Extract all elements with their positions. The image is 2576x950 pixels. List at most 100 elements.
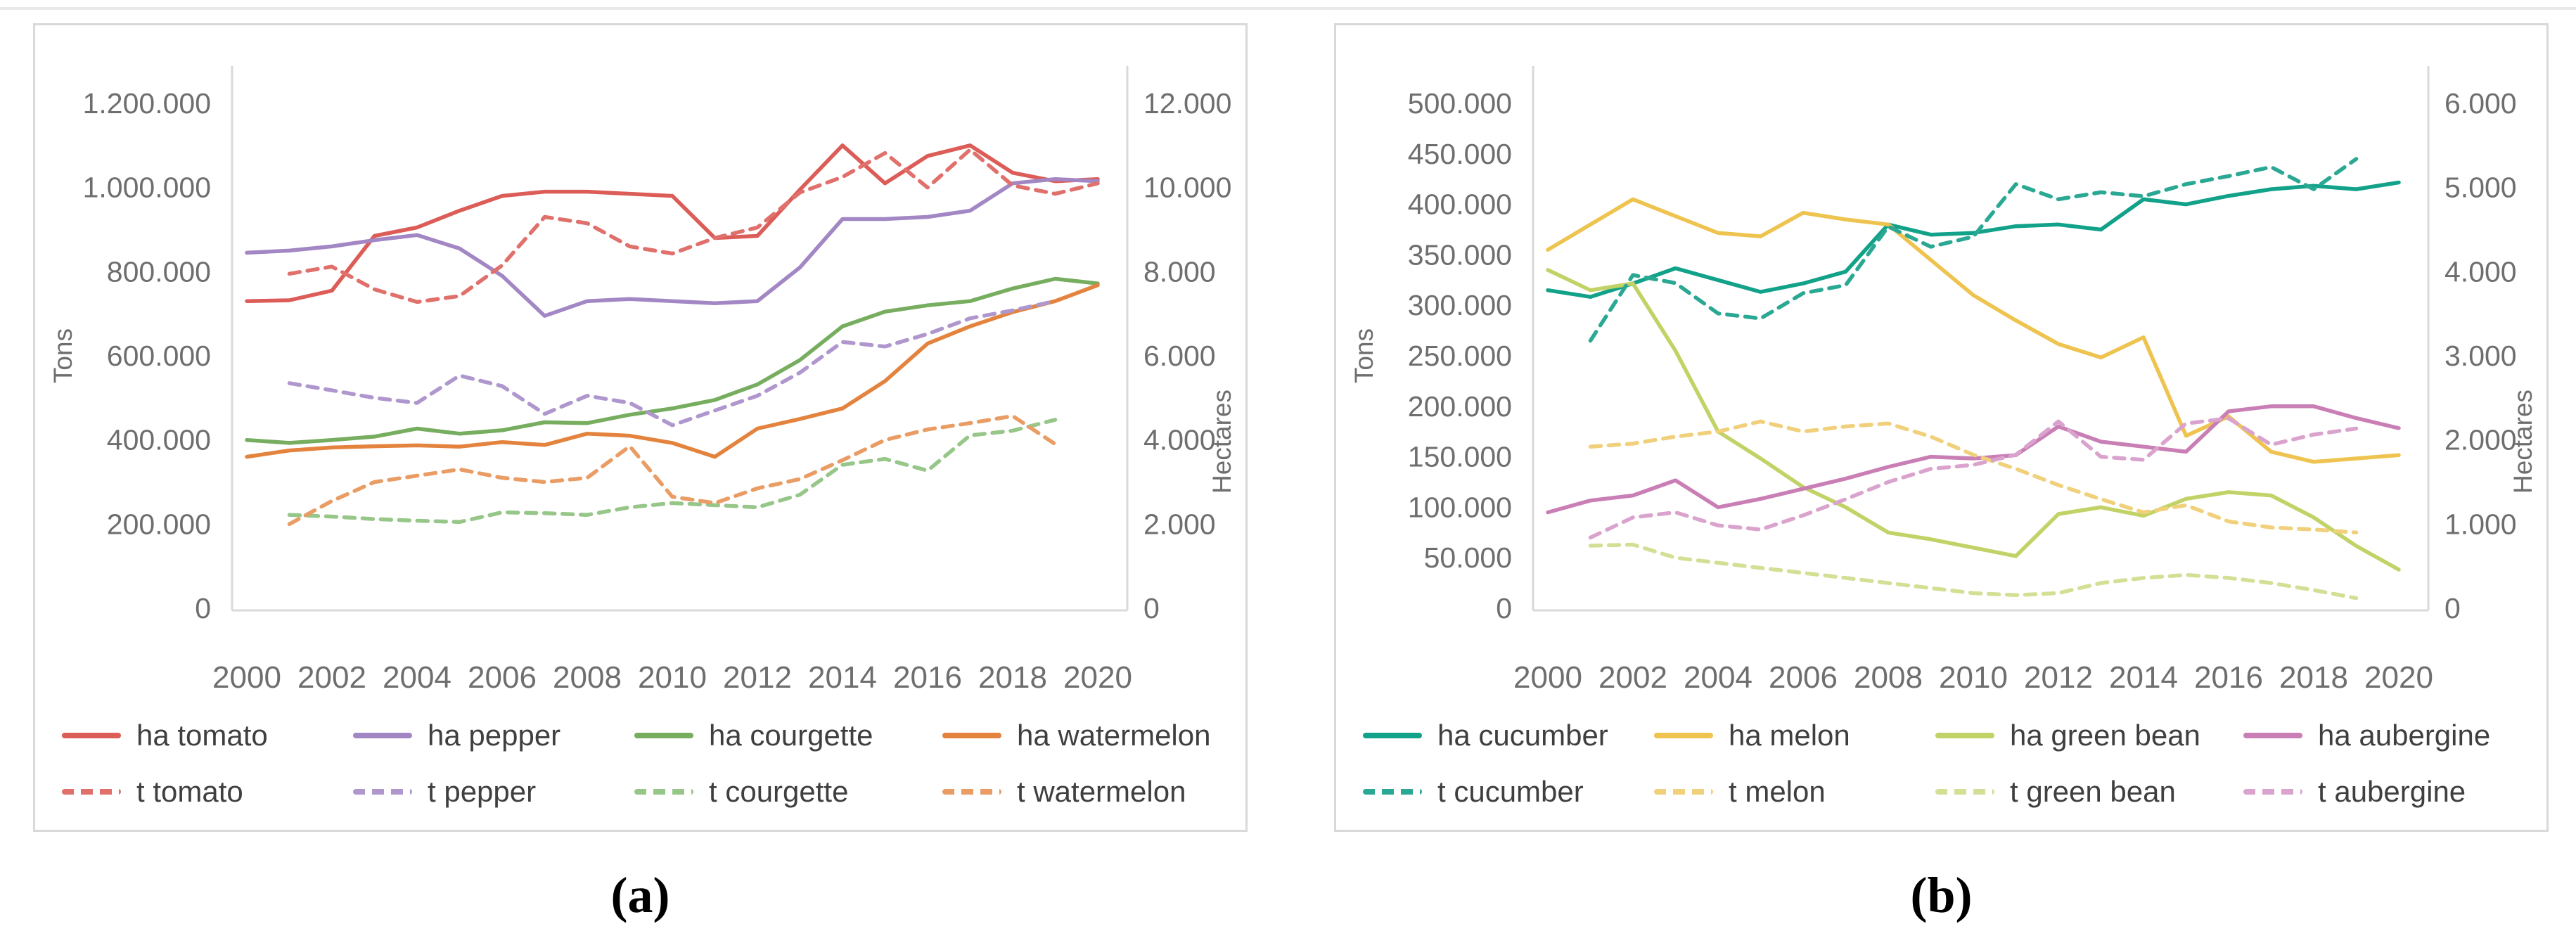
y-axis-right-tick-label: 0 bbox=[1143, 592, 1160, 624]
legend-solid-line-swatch bbox=[1654, 733, 1713, 738]
series-line-t-green-bean bbox=[1588, 542, 2359, 601]
y-axis-left-tick-label: 300.000 bbox=[1408, 289, 1512, 321]
legend-solid-line-swatch bbox=[1935, 733, 1994, 738]
legend-label: ha watermelon bbox=[1017, 719, 1211, 752]
y-axis-left-tick-label: 400.000 bbox=[107, 424, 211, 456]
caption-b: (b) bbox=[1910, 867, 1973, 923]
y-axis-right-tick-label: 4.000 bbox=[2444, 255, 2517, 288]
y-axis-left-tick-label: 200.000 bbox=[107, 508, 211, 540]
x-axis-tick-label: 2000 bbox=[212, 660, 281, 695]
y-axis-left-tick-label: 50.000 bbox=[1424, 541, 1512, 574]
legend-label: t courgette bbox=[709, 775, 849, 808]
legend-item-ha-cucumber: ha cucumber bbox=[1363, 719, 1608, 752]
series-line-ha-cucumber bbox=[1546, 180, 2401, 299]
legend-solid-line-swatch bbox=[634, 733, 693, 738]
x-axis-tick-label: 2012 bbox=[2024, 660, 2093, 695]
y-axis-left-tick-label: 500.000 bbox=[1408, 87, 1512, 120]
legend-item-t-courgette: t courgette bbox=[634, 775, 848, 809]
y-axis-left-tick-label: 600.000 bbox=[107, 340, 211, 372]
legend-label: ha aubergine bbox=[2318, 719, 2491, 752]
chart-panel-a: 0 200.000 400.000 600.000 800.000 1.000.000 1.… bbox=[33, 23, 1248, 832]
y-axis-left-tick-label: 200.000 bbox=[1408, 390, 1512, 423]
legend-item-t-tomato: t tomato bbox=[62, 775, 243, 809]
x-axis-tick-label: 2004 bbox=[1684, 660, 1752, 695]
legend-dashed-line-swatch bbox=[634, 789, 693, 795]
x-axis-tick-label: 2006 bbox=[468, 660, 537, 695]
series-line-t-tomato bbox=[287, 148, 1100, 304]
legend-solid-line-swatch bbox=[62, 733, 121, 738]
legend-label: t pepper bbox=[428, 775, 537, 808]
legend-item-t-melon: t melon bbox=[1654, 775, 1826, 809]
legend-item-ha-pepper: ha pepper bbox=[353, 719, 560, 752]
legend-label: ha melon bbox=[1729, 719, 1850, 752]
y-axis-right-tick-label: 2.000 bbox=[1143, 508, 1216, 540]
legend-label: ha cucumber bbox=[1437, 719, 1608, 752]
legend-label: ha green bean bbox=[2010, 719, 2200, 752]
series-line-ha-melon bbox=[1546, 197, 2401, 464]
legend-label: t watermelon bbox=[1017, 775, 1186, 808]
y-axis-right-tick-label: 5.000 bbox=[2444, 172, 2517, 204]
x-axis-tick-label: 2018 bbox=[978, 660, 1047, 695]
x-axis-tick-label: 2008 bbox=[553, 660, 622, 695]
legend-label: t green bean bbox=[2010, 775, 2176, 808]
legend-solid-line-swatch bbox=[942, 733, 1001, 738]
legend-label: t aubergine bbox=[2318, 775, 2466, 808]
series-line-ha-pepper bbox=[245, 176, 1100, 318]
legend-item-ha-aubergine: ha aubergine bbox=[2243, 719, 2490, 752]
legend-dashed-line-swatch bbox=[1363, 789, 1422, 795]
legend-solid-line-swatch bbox=[1363, 733, 1422, 738]
x-axis-tick-label: 2020 bbox=[1063, 660, 1132, 695]
x-axis-tick-label: 2002 bbox=[1598, 660, 1667, 695]
x-axis-tick-label: 2016 bbox=[2194, 660, 2263, 695]
legend-item-ha-courgette: ha courgette bbox=[634, 719, 873, 752]
y-axis-right-title: Hectares bbox=[1207, 390, 1236, 494]
legend-label: t melon bbox=[1729, 775, 1826, 808]
x-axis-tick-label: 2004 bbox=[383, 660, 451, 695]
x-axis-tick-label: 2012 bbox=[723, 660, 792, 695]
legend-item-ha-melon: ha melon bbox=[1654, 719, 1850, 752]
x-axis-tick-label: 2002 bbox=[297, 660, 366, 695]
y-axis-right-tick-label: 10.000 bbox=[1143, 172, 1231, 204]
y-axis-right-tick-label: 12.000 bbox=[1143, 87, 1231, 120]
y-axis-left-tick-label: 100.000 bbox=[1408, 491, 1512, 523]
y-axis-right-tick-label: 2.000 bbox=[2444, 424, 2517, 456]
series-line-t-melon bbox=[1588, 419, 2359, 535]
chart-a-plot: 0 200.000 400.000 600.000 800.000 1.000.000 1.… bbox=[49, 66, 1236, 695]
legend-item-ha-watermelon: ha watermelon bbox=[942, 719, 1210, 752]
x-axis-tick-label: 2008 bbox=[1854, 660, 1923, 695]
chart-b-plot: 0 50.000 100.000 150.000 200.000 250.000 300.0… bbox=[1350, 66, 2537, 695]
y-axis-left-tick-label: 1.200.000 bbox=[83, 87, 211, 120]
y-axis-right-tick-label: 0 bbox=[2444, 592, 2461, 624]
x-axis-tick-label: 2016 bbox=[893, 660, 962, 695]
y-axis-left-tick-label: 0 bbox=[195, 592, 211, 624]
y-axis-right-tick-label: 1.000 bbox=[2444, 508, 2517, 540]
series-line-ha-courgette bbox=[245, 276, 1100, 445]
y-axis-left-tick-label: 800.000 bbox=[107, 255, 211, 288]
legend-item-t-watermelon: t watermelon bbox=[942, 775, 1186, 809]
legend-item-ha-tomato: ha tomato bbox=[62, 719, 268, 752]
series-line-t-cucumber bbox=[1588, 157, 2359, 343]
y-axis-right-tick-label: 6.000 bbox=[1143, 340, 1216, 372]
page-edge-rule bbox=[0, 7, 2576, 10]
legend-solid-line-swatch bbox=[353, 733, 412, 738]
legend-label: t cucumber bbox=[1437, 775, 1584, 808]
y-axis-left-title: Tons bbox=[1350, 328, 1378, 383]
x-axis-tick-label: 2006 bbox=[1769, 660, 1838, 695]
caption-a: (a) bbox=[610, 867, 670, 923]
series-line-t-pepper bbox=[287, 299, 1058, 428]
series-line-ha-green-bean bbox=[1546, 268, 2401, 572]
y-axis-right-tick-label: 4.000 bbox=[1143, 424, 1216, 456]
legend-item-t-green-bean: t green bean bbox=[1935, 775, 2176, 809]
legend-item-t-aubergine: t aubergine bbox=[2243, 775, 2466, 809]
legend-label: ha tomato bbox=[136, 719, 268, 752]
x-axis-tick-label: 2010 bbox=[1939, 660, 2008, 695]
legend-dashed-line-swatch bbox=[1654, 789, 1713, 795]
y-axis-left-tick-label: 400.000 bbox=[1408, 188, 1512, 221]
x-axis-tick-label: 2010 bbox=[638, 660, 707, 695]
y-axis-left-tick-label: 150.000 bbox=[1408, 441, 1512, 473]
legend-dashed-line-swatch bbox=[1935, 789, 1994, 795]
x-axis-tick-label: 2014 bbox=[808, 660, 877, 695]
series-line-ha-watermelon bbox=[245, 283, 1100, 459]
y-axis-left-tick-label: 1.000.000 bbox=[83, 172, 211, 204]
